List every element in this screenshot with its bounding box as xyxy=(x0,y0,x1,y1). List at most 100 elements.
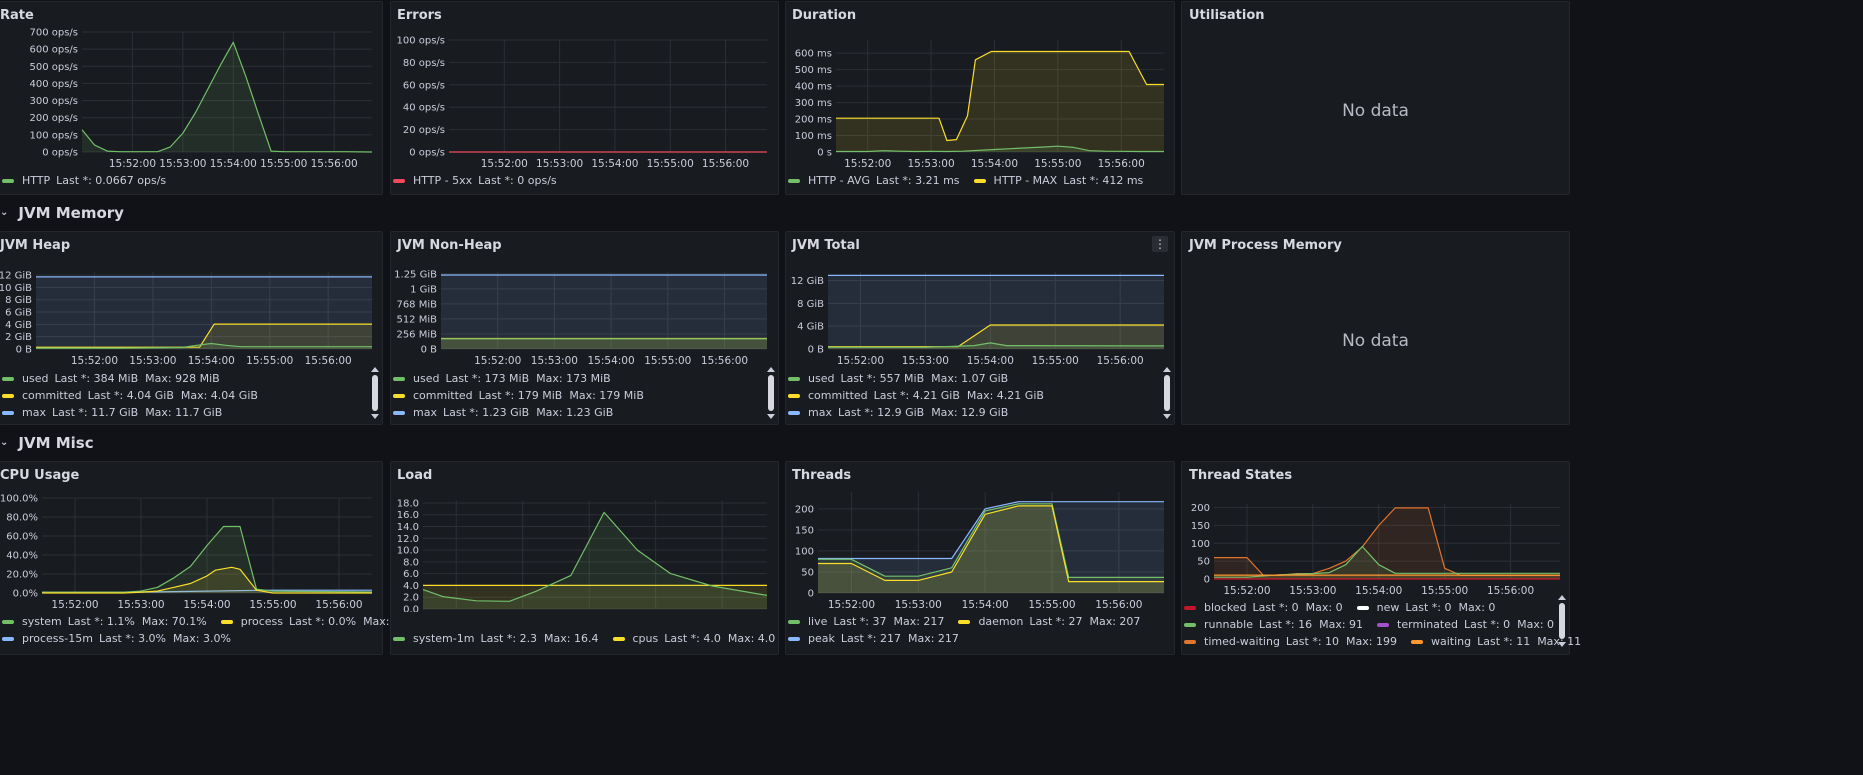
x-tick-label: 15:53:00 xyxy=(531,355,578,367)
threads-chart[interactable]: 0 50 100 150 200 15:52:00 15:53:00 15:54:00 15:5… xyxy=(786,462,1176,612)
series-line-system-1m[interactable] xyxy=(422,511,768,602)
legend-swatch xyxy=(2,376,14,381)
legend-stats: Last *: 2.3 Max: 16.4 xyxy=(480,632,599,645)
x-tick-label: 15:55:00 xyxy=(644,355,691,367)
thread-states-chart[interactable]: 0 50 100 150 200 15:52:00 15:53:00 15:54:00 15:5… xyxy=(1182,462,1571,602)
legend-item-http-max[interactable]: HTTP - MAX Last *: 412 ms xyxy=(973,174,1143,187)
legend-item-cpus[interactable]: cpus Last *: 4.0 Max: 4.0 xyxy=(612,632,775,645)
legend-item-blocked[interactable]: blocked Last *: 0 Max: 0 xyxy=(1184,601,1343,614)
y-tick-label: 20 ops/s xyxy=(403,125,445,136)
legend-item-terminated[interactable]: terminated Last *: 0 Max: 0 xyxy=(1377,618,1554,631)
legend-scrollbar[interactable] xyxy=(1163,367,1171,419)
cpu-usage-chart[interactable]: 0.0% 20.0% 40.0% 60.0% 80.0% 100.0% 15:52:00 15… xyxy=(0,462,384,612)
thread-states-panel[interactable]: Thread States 0 50 100 150 200 15:52:00 15:53:… xyxy=(1181,461,1581,655)
legend-item-process-15m[interactable]: process-15m Last *: 3.0% Max: 3.0% xyxy=(2,632,231,645)
legend-item-http-avg[interactable]: HTTP - AVG Last *: 3.21 ms xyxy=(788,174,960,187)
legend-row: committed Last *: 179 MiB Max: 179 MiB xyxy=(393,389,658,402)
legend-item-max[interactable]: max Last *: 1.23 GiB Max: 1.23 GiB xyxy=(393,406,613,419)
legend-scrollbar[interactable] xyxy=(1558,595,1566,647)
x-tick-label: 15:52:00 xyxy=(844,158,891,170)
legend-item-committed[interactable]: committed Last *: 4.21 GiB Max: 4.21 GiB xyxy=(788,389,1044,402)
series-line-http-avg[interactable] xyxy=(836,145,1164,153)
legend-item-used[interactable]: used Last *: 384 MiB Max: 928 MiB xyxy=(2,372,220,385)
x-tick-label: 15:56:00 xyxy=(1098,158,1145,170)
legend-item-waiting[interactable]: waiting Last *: 11 Max: 11 xyxy=(1410,635,1581,648)
chevron-down-icon[interactable]: ⌄ xyxy=(0,206,9,218)
legend-item-http-5xx[interactable]: HTTP - 5xx Last *: 0 ops/s xyxy=(393,174,557,187)
legend-name: system xyxy=(22,615,62,628)
utilisation-panel[interactable]: Utilisation No data xyxy=(1181,1,1570,195)
x-tick-label: 15:56:00 xyxy=(1487,585,1534,597)
series-line-live[interactable] xyxy=(818,503,1164,578)
duration-panel[interactable]: Duration 0 s 100 ms 200 ms 300 ms 400 ms 500 … xyxy=(785,1,1175,195)
legend-item-max[interactable]: max Last *: 11.7 GiB Max: 11.7 GiB xyxy=(2,406,222,419)
legend-item-system[interactable]: system Last *: 1.1% Max: 70.1% xyxy=(2,615,207,628)
y-tick-label: 300 ms xyxy=(795,98,832,109)
legend-name: used xyxy=(413,372,440,385)
jvm-process-memory-panel[interactable]: JVM Process Memory No data xyxy=(1181,231,1570,425)
x-tick-label: 15:55:00 xyxy=(1421,585,1468,597)
legend-name: HTTP - AVG xyxy=(808,174,870,187)
panel-menu-icon[interactable]: ⋮ xyxy=(1152,236,1168,252)
legend-item-system-1m[interactable]: system-1m Last *: 2.3 Max: 16.4 xyxy=(393,632,599,645)
series-line-peak[interactable] xyxy=(818,501,1164,560)
threads-panel[interactable]: Threads 0 50 100 150 200 15:52:00 15:53:00 15:5… xyxy=(785,461,1175,655)
series-line-http[interactable] xyxy=(81,41,373,153)
legend-item-live[interactable]: live Last *: 37 Max: 217 xyxy=(788,615,944,628)
legend-scrollbar[interactable] xyxy=(767,367,775,419)
jvm-nonheap-chart[interactable]: 0 B 256 MiB 512 MiB 768 MiB 1 GiB 1.25 GiB 15:… xyxy=(391,232,780,372)
load-chart[interactable]: 0.02.04.06.08.010.012.014.016.018.015:52… xyxy=(391,462,780,612)
legend-item-peak[interactable]: peak Last *: 217 Max: 217 xyxy=(788,632,959,645)
legend-item-daemon[interactable]: daemon Last *: 27 Max: 207 xyxy=(958,615,1140,628)
legend-stats: Last *: 0.0667 ops/s xyxy=(56,174,167,187)
series-line-used[interactable] xyxy=(828,342,1165,348)
legend-swatch xyxy=(788,410,800,415)
row-jvm-misc[interactable]: ⌄ JVM Misc xyxy=(0,431,94,455)
legend-item-new[interactable]: new Last *: 0 Max: 0 xyxy=(1356,601,1495,614)
legend-item-http[interactable]: HTTP Last *: 0.0667 ops/s xyxy=(2,174,166,187)
series-line-http-max[interactable] xyxy=(836,50,1164,142)
series-line-daemon[interactable] xyxy=(818,505,1164,583)
legend-item-committed[interactable]: committed Last *: 4.04 GiB Max: 4.04 GiB xyxy=(2,389,258,402)
chevron-down-icon[interactable]: ⌄ xyxy=(0,436,9,448)
legend-item-used[interactable]: used Last *: 557 MiB Max: 1.07 GiB xyxy=(788,372,1008,385)
x-tick-label: 15:55:00 xyxy=(249,599,296,611)
legend-item-runnable[interactable]: runnable Last *: 16 Max: 91 xyxy=(1184,618,1363,631)
jvm-nonheap-panel[interactable]: JVM Non-Heap 0 B 256 MiB 512 MiB 768 MiB 1 G… xyxy=(390,231,779,425)
legend-scrollbar[interactable] xyxy=(371,367,379,419)
series-line-committed[interactable] xyxy=(828,324,1164,348)
series-line-timed-waiting[interactable] xyxy=(1214,507,1560,576)
series-area-live xyxy=(818,503,1164,593)
errors-panel[interactable]: Errors 0 ops/s 20 ops/s 40 ops/s 60 ops/s 80… xyxy=(390,1,779,195)
x-tick-label: 15:53:00 xyxy=(902,355,949,367)
series-line-process[interactable] xyxy=(42,566,372,594)
legend-item-committed[interactable]: committed Last *: 179 MiB Max: 179 MiB xyxy=(393,389,644,402)
series-area-max xyxy=(441,275,767,349)
legend-swatch xyxy=(2,393,14,398)
cpu-usage-panel[interactable]: CPU Usage 0.0% 20.0% 40.0% 60.0% 80.0% 100.0%… xyxy=(0,461,428,655)
rate-panel[interactable]: Rate 0 ops/s 100 ops/s 200 ops/s 300 ops/s 4… xyxy=(0,1,383,195)
x-tick-label: 15:54:00 xyxy=(1355,585,1402,597)
legend-item-max[interactable]: max Last *: 12.9 GiB Max: 12.9 GiB xyxy=(788,406,1008,419)
load-panel[interactable]: Load 0.0 2.0 4.0 6.0 8.0 10.0 12.0 14.0 16.0 18.0… xyxy=(390,461,779,655)
legend-item-timed-waiting[interactable]: timed-waiting Last *: 10 Max: 199 xyxy=(1184,635,1397,648)
jvm-total-panel[interactable]: JVM Total ⋮ 0 B 4 GiB 8 GiB 12 GiB 15:52:00 1… xyxy=(785,231,1175,425)
legend-stats: Last *: 16 Max: 91 xyxy=(1258,618,1364,631)
jvm-total-chart[interactable]: 0 B 4 GiB 8 GiB 12 GiB 15:52:00 15:53:00 15:54… xyxy=(786,232,1176,372)
y-tick-label: 768 MiB xyxy=(396,299,437,310)
duration-chart[interactable]: 0 s 100 ms 200 ms 300 ms 400 ms 500 ms 600 ms 1… xyxy=(786,2,1176,172)
x-tick-label: 15:53:00 xyxy=(159,158,206,170)
legend-row: blocked Last *: 0 Max: 0 new Last *: 0 Max:… xyxy=(1184,601,1509,614)
rate-chart[interactable]: 0 ops/s 100 ops/s 200 ops/s 300 ops/s 400 op… xyxy=(0,2,384,172)
row-jvm-memory[interactable]: ⌄ JVM Memory xyxy=(0,201,124,225)
jvm-heap-panel[interactable]: JVM Heap 0 B 2 GiB 4 GiB 6 GiB 8 GiB 10 GiB 12… xyxy=(0,231,383,425)
series-line-system[interactable] xyxy=(42,525,373,593)
series-line-committed[interactable] xyxy=(36,323,372,348)
errors-chart[interactable]: 0 ops/s 20 ops/s 40 ops/s 60 ops/s 80 ops/s 1… xyxy=(391,2,780,172)
series-line-used[interactable] xyxy=(36,342,372,349)
panel-title: Thread States xyxy=(1189,468,1293,483)
legend-item-used[interactable]: used Last *: 173 MiB Max: 173 MiB xyxy=(393,372,611,385)
x-tick-label: 15:56:00 xyxy=(315,599,362,611)
y-tick-label: 60.0% xyxy=(6,532,38,543)
